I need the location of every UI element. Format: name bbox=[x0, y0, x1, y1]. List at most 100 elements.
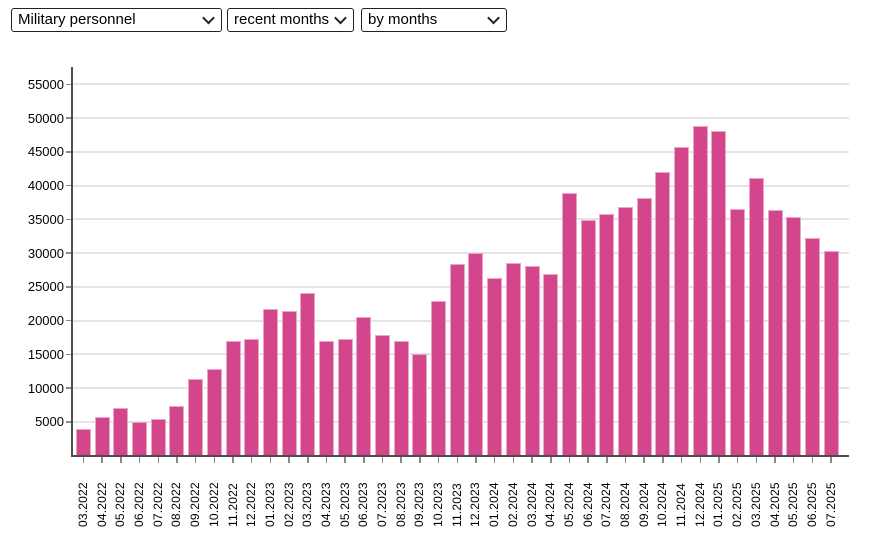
y-axis-tick bbox=[66, 286, 72, 288]
x-tick-label: 01.2023 bbox=[262, 482, 277, 527]
bar[interactable] bbox=[748, 177, 764, 456]
gridline bbox=[72, 218, 849, 221]
bar[interactable] bbox=[636, 198, 652, 456]
x-axis-tick bbox=[363, 456, 365, 463]
y-axis-line bbox=[70, 67, 73, 457]
y-tick-label: 40000 bbox=[27, 178, 64, 194]
bar[interactable] bbox=[431, 300, 447, 456]
y-tick-label: 20000 bbox=[27, 313, 64, 329]
x-axis-tick bbox=[437, 456, 440, 463]
bar[interactable] bbox=[318, 341, 334, 456]
bar[interactable] bbox=[449, 263, 465, 456]
bar[interactable] bbox=[823, 251, 839, 456]
x-axis-tick bbox=[213, 456, 216, 463]
y-axis-tick bbox=[66, 117, 72, 119]
x-axis-tick bbox=[138, 456, 141, 463]
x-tick-label: 05.2025 bbox=[786, 482, 801, 527]
bar[interactable] bbox=[94, 417, 110, 456]
bar[interactable] bbox=[76, 429, 91, 456]
x-tick-label: 01.2024 bbox=[487, 482, 502, 527]
y-tick-label: 45000 bbox=[27, 144, 64, 160]
x-tick-label: 11.2022 bbox=[225, 483, 240, 527]
bar[interactable] bbox=[244, 339, 260, 456]
bar[interactable] bbox=[561, 193, 577, 456]
x-tick-label: 05.2022 bbox=[113, 482, 128, 527]
period-select[interactable]: recent months bbox=[227, 8, 354, 32]
bar[interactable] bbox=[468, 252, 484, 456]
x-tick-label: 12.2024 bbox=[692, 482, 707, 527]
bar[interactable] bbox=[674, 147, 690, 456]
x-axis-tick bbox=[400, 456, 402, 463]
x-tick-label: 03.2024 bbox=[524, 482, 539, 527]
x-tick-label: 10.2024 bbox=[655, 482, 670, 527]
bar[interactable] bbox=[412, 354, 428, 456]
y-tick-label: 10000 bbox=[27, 380, 64, 396]
grouping-select[interactable]: by months bbox=[361, 8, 507, 32]
bar[interactable] bbox=[113, 407, 129, 456]
bar[interactable] bbox=[711, 130, 727, 456]
x-axis-tick bbox=[736, 456, 739, 463]
bar[interactable] bbox=[786, 216, 802, 456]
bar[interactable] bbox=[150, 419, 166, 456]
bar[interactable] bbox=[206, 369, 222, 456]
x-tick-label: 11.2024 bbox=[674, 483, 689, 527]
bar[interactable] bbox=[505, 262, 521, 456]
x-axis-tick bbox=[157, 456, 159, 463]
x-tick-label: 06.2022 bbox=[132, 482, 147, 527]
x-axis-line bbox=[70, 454, 849, 457]
y-tick-label: 55000 bbox=[27, 76, 64, 92]
bar[interactable] bbox=[487, 278, 503, 456]
x-axis-tick bbox=[699, 456, 702, 463]
gridline bbox=[72, 83, 849, 86]
x-tick-label: 09.2022 bbox=[188, 482, 203, 527]
y-axis-tick bbox=[66, 218, 72, 221]
bar[interactable] bbox=[262, 309, 278, 456]
x-axis-tick bbox=[307, 456, 309, 463]
x-tick-label: 08.2023 bbox=[393, 482, 408, 527]
x-axis-tick bbox=[493, 456, 496, 463]
bar[interactable] bbox=[524, 265, 540, 456]
bar[interactable] bbox=[767, 209, 783, 456]
bar[interactable] bbox=[169, 405, 185, 456]
bar[interactable] bbox=[543, 273, 559, 456]
x-tick-label: 08.2022 bbox=[169, 482, 184, 527]
y-axis-tick bbox=[66, 421, 72, 423]
bar[interactable] bbox=[188, 379, 204, 456]
x-axis-tick bbox=[624, 456, 627, 463]
toolbar: Military personnel recent months by mont… bbox=[11, 8, 507, 32]
gridline bbox=[72, 184, 849, 187]
x-tick-label: 11.2023 bbox=[449, 483, 464, 527]
x-tick-label: 02.2025 bbox=[730, 482, 745, 527]
bar[interactable] bbox=[804, 237, 820, 456]
bar[interactable] bbox=[132, 422, 148, 456]
x-axis-tick bbox=[662, 456, 664, 463]
x-axis-tick bbox=[250, 456, 253, 463]
x-axis-tick bbox=[606, 456, 608, 463]
bar[interactable] bbox=[225, 341, 241, 456]
period-select-wrap: recent months bbox=[227, 8, 354, 32]
bar[interactable] bbox=[655, 171, 671, 456]
x-tick-label: 08.2024 bbox=[618, 482, 632, 527]
bar[interactable] bbox=[300, 293, 316, 456]
bar[interactable] bbox=[599, 213, 615, 456]
x-axis-tick bbox=[232, 456, 234, 463]
bar[interactable] bbox=[281, 310, 297, 456]
x-tick-label: 07.2024 bbox=[599, 482, 614, 527]
x-tick-label: 07.2025 bbox=[823, 482, 838, 527]
bar[interactable] bbox=[618, 207, 633, 456]
bar[interactable] bbox=[375, 335, 391, 456]
bar[interactable] bbox=[337, 338, 353, 456]
x-axis-tick bbox=[288, 456, 290, 463]
x-axis-tick bbox=[325, 456, 328, 463]
x-axis-tick bbox=[680, 456, 683, 463]
bar[interactable] bbox=[692, 126, 708, 456]
y-tick-label: 35000 bbox=[27, 211, 64, 227]
x-axis-tick bbox=[718, 456, 720, 463]
x-axis-tick bbox=[101, 456, 103, 463]
bar[interactable] bbox=[356, 317, 372, 456]
x-axis-tick bbox=[419, 456, 421, 463]
metric-select[interactable]: Military personnel bbox=[11, 8, 222, 32]
bar[interactable] bbox=[393, 341, 409, 456]
bar[interactable] bbox=[580, 219, 596, 456]
bar[interactable] bbox=[730, 208, 746, 456]
